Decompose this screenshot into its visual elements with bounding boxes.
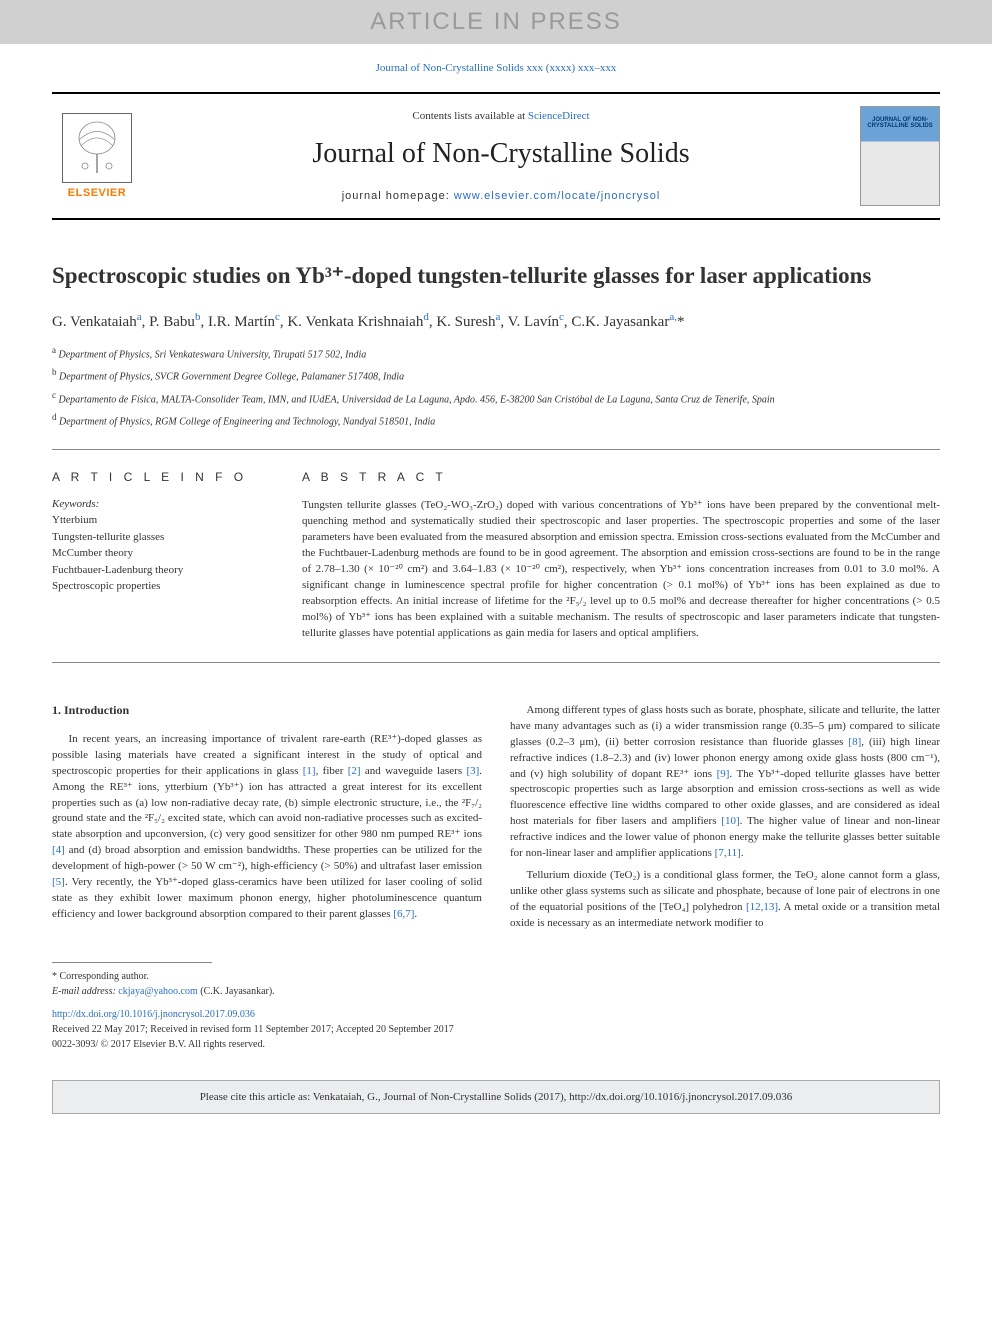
elsevier-logo: ELSEVIER (52, 106, 142, 206)
citation-link[interactable]: [8] (848, 736, 861, 748)
introduction-heading: 1. Introduction (52, 703, 482, 718)
keyword-item: Tungsten-tellurite glasses (52, 529, 272, 546)
journal-reference-line: Journal of Non-Crystalline Solids xxx (x… (0, 44, 992, 92)
contents-prefix: Contents lists available at (412, 110, 527, 122)
article-in-press-banner: ARTICLE IN PRESS (0, 0, 992, 44)
citation-link[interactable]: [2] (348, 765, 361, 777)
intro-para-1: In recent years, an increasing importanc… (52, 732, 482, 923)
sciencedirect-link[interactable]: ScienceDirect (528, 110, 590, 122)
affiliations-list: a Department of Physics, Sri Venkateswar… (52, 344, 940, 429)
author-list: G. Venkataiaha, P. Babub, I.R. Martínc, … (52, 309, 940, 334)
article-info-column: A R T I C L E I N F O Keywords: Ytterbiu… (52, 470, 272, 641)
corr-author-marker: * Corresponding author. (52, 969, 940, 984)
keyword-item: Spectroscopic properties (52, 578, 272, 595)
received-dates: Received 22 May 2017; Received in revise… (52, 1024, 454, 1035)
author-affil-marker: c (275, 311, 280, 323)
abstract-heading: A B S T R A C T (302, 470, 940, 484)
affiliation-item: c Departamento de Física, MALTA-Consolid… (52, 389, 940, 407)
doi-block: http://dx.doi.org/10.1016/j.jnoncrysol.2… (0, 999, 992, 1060)
citation-link[interactable]: [9] (717, 768, 730, 780)
affiliation-item: b Department of Physics, SVCR Government… (52, 366, 940, 384)
author-affil-marker: d (423, 311, 429, 323)
intro-para-2: Among different types of glass hosts suc… (510, 703, 940, 862)
citation-link[interactable]: [12,13] (746, 901, 778, 913)
content-column-left: 1. Introduction In recent years, an incr… (52, 703, 482, 932)
homepage-prefix: journal homepage: (342, 190, 454, 202)
journal-cover-thumbnail: JOURNAL OF NON-CRYSTALLINE SOLIDS (860, 106, 940, 206)
doi-link[interactable]: http://dx.doi.org/10.1016/j.jnoncrysol.2… (52, 1009, 255, 1020)
citation-link[interactable]: [10] (721, 815, 739, 827)
homepage-link[interactable]: www.elsevier.com/locate/jnoncrysol (454, 190, 660, 202)
citation-link[interactable]: [3] (466, 765, 479, 777)
elsevier-tree-icon (62, 113, 132, 183)
author-affil-marker: a (137, 311, 142, 323)
author-affil-marker: a, (669, 311, 677, 323)
email-label: E-mail address: (52, 986, 118, 997)
copyright-line: 0022-3093/ © 2017 Elsevier B.V. All righ… (52, 1039, 265, 1050)
header-center: Contents lists available at ScienceDirec… (142, 110, 860, 202)
journal-homepage-line: journal homepage: www.elsevier.com/locat… (142, 190, 860, 202)
citation-link[interactable]: [4] (52, 844, 65, 856)
affiliation-item: a Department of Physics, Sri Venkateswar… (52, 344, 940, 362)
divider-top (52, 449, 940, 450)
journal-ref-link[interactable]: Journal of Non-Crystalline Solids xxx (x… (376, 62, 617, 74)
citation-link[interactable]: [1] (303, 765, 316, 777)
contents-lists-line: Contents lists available at ScienceDirec… (142, 110, 860, 122)
info-abstract-row: A R T I C L E I N F O Keywords: Ytterbiu… (52, 470, 940, 641)
content-column-right: Among different types of glass hosts suc… (510, 703, 940, 932)
author-affil-marker: a (496, 311, 501, 323)
keyword-item: Ytterbium (52, 512, 272, 529)
elsevier-wordmark: ELSEVIER (68, 187, 126, 199)
article-title: Spectroscopic studies on Yb³⁺-doped tung… (52, 260, 940, 291)
divider-bottom (52, 662, 940, 663)
author-affil-marker: c (559, 311, 564, 323)
citation-box: Please cite this article as: Venkataiah,… (52, 1080, 940, 1114)
keyword-item: McCumber theory (52, 545, 272, 562)
email-line: E-mail address: ckjaya@yahoo.com (C.K. J… (52, 984, 940, 999)
email-suffix: (C.K. Jayasankar). (198, 986, 275, 997)
keyword-item: Fuchtbauer-Ladenburg theory (52, 562, 272, 579)
abstract-text: Tungsten tellurite glasses (TeO₂-WO₃-ZrO… (302, 498, 940, 641)
article-info-heading: A R T I C L E I N F O (52, 470, 272, 484)
article-body: Spectroscopic studies on Yb³⁺-doped tung… (0, 220, 992, 963)
corr-author-email[interactable]: ckjaya@yahoo.com (118, 986, 197, 997)
citation-link[interactable]: [7,11] (715, 847, 741, 859)
journal-header: ELSEVIER Contents lists available at Sci… (52, 92, 940, 220)
keywords-container: YtterbiumTungsten-tellurite glassesMcCum… (52, 512, 272, 595)
author-affil-marker: b (195, 311, 201, 323)
citation-link[interactable]: [5] (52, 876, 65, 888)
footnote-divider (52, 962, 212, 963)
abstract-column: A B S T R A C T Tungsten tellurite glass… (302, 470, 940, 641)
journal-title: Journal of Non-Crystalline Solids (142, 138, 860, 170)
intro-para-3: Tellurium dioxide (TeO₂) is a conditiona… (510, 868, 940, 932)
citation-link[interactable]: [6,7] (393, 908, 414, 920)
corresponding-author-footnote: * Corresponding author. E-mail address: … (0, 969, 992, 999)
keywords-label: Keywords: (52, 498, 272, 510)
affiliation-item: d Department of Physics, RGM College of … (52, 411, 940, 429)
content-columns: 1. Introduction In recent years, an incr… (52, 703, 940, 932)
